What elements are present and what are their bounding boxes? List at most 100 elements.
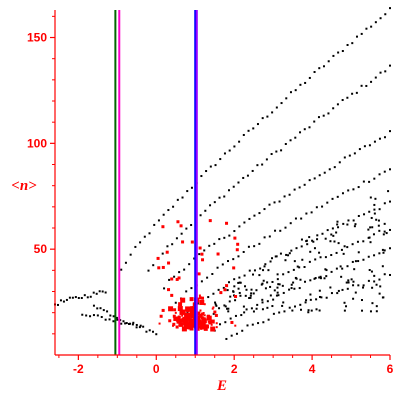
data-point — [221, 263, 224, 266]
data-point — [336, 103, 339, 106]
data-point — [106, 310, 109, 313]
data-point — [343, 245, 346, 248]
data-point — [326, 201, 329, 204]
data-point — [190, 287, 193, 290]
data-point — [337, 242, 340, 245]
data-point — [367, 279, 370, 282]
data-point — [347, 281, 350, 284]
data-point — [185, 227, 188, 230]
data-point — [347, 279, 350, 282]
data-point — [237, 281, 240, 284]
data-point — [324, 268, 327, 271]
data-point — [217, 288, 220, 291]
data-point — [181, 309, 186, 314]
data-point — [184, 325, 189, 330]
data-point — [77, 297, 80, 300]
data-point — [214, 313, 218, 317]
data-point — [263, 236, 266, 239]
data-point — [338, 161, 341, 164]
data-point — [269, 285, 272, 288]
data-point — [354, 223, 357, 226]
data-point — [374, 197, 377, 200]
data-point — [190, 186, 193, 189]
data-point — [383, 170, 386, 173]
data-point — [373, 177, 376, 180]
data-point — [300, 245, 303, 248]
data-point — [171, 243, 174, 246]
data-point — [360, 84, 363, 87]
data-point — [188, 321, 194, 327]
data-point — [168, 278, 171, 281]
data-point — [318, 295, 321, 298]
data-point — [368, 236, 371, 239]
data-point — [214, 164, 217, 167]
data-point — [248, 269, 251, 272]
data-point — [352, 284, 355, 287]
data-point — [234, 295, 238, 299]
data-point — [287, 271, 290, 274]
data-point — [382, 251, 385, 254]
data-point — [175, 319, 178, 322]
data-point — [187, 325, 192, 330]
data-point — [223, 152, 226, 155]
data-point — [378, 173, 381, 176]
data-point — [201, 312, 205, 316]
data-point — [134, 245, 137, 248]
data-point — [248, 217, 251, 220]
data-point — [148, 329, 151, 332]
data-point — [361, 309, 364, 312]
data-point — [325, 275, 328, 278]
data-point — [189, 317, 192, 320]
data-point — [379, 17, 382, 20]
data-point — [308, 126, 311, 129]
data-point — [172, 322, 176, 326]
data-point — [223, 195, 226, 198]
data-point — [186, 322, 189, 325]
data-point — [373, 274, 376, 277]
data-point — [148, 232, 151, 235]
data-point — [198, 294, 201, 297]
data-point — [278, 283, 281, 286]
data-point — [178, 302, 183, 307]
data-point — [346, 265, 349, 268]
data-point — [303, 183, 306, 186]
data-point — [284, 259, 287, 262]
data-point — [248, 297, 251, 300]
data-point — [292, 281, 295, 284]
data-point — [279, 229, 282, 232]
data-point — [102, 309, 105, 312]
data-point — [112, 315, 115, 318]
data-point — [249, 294, 252, 297]
data-point — [337, 226, 340, 229]
data-point — [340, 275, 343, 278]
data-point — [230, 320, 234, 324]
data-point — [275, 150, 278, 153]
data-point — [389, 247, 391, 250]
data-point — [129, 322, 132, 325]
data-point — [336, 292, 339, 295]
data-point — [225, 284, 229, 288]
data-point — [317, 116, 320, 119]
data-point — [185, 290, 188, 293]
data-point — [218, 307, 221, 310]
data-point — [187, 322, 191, 326]
data-point — [307, 311, 310, 314]
data-point — [227, 281, 230, 284]
data-point — [375, 218, 378, 221]
data-point — [258, 274, 261, 277]
data-point — [236, 242, 240, 246]
data-point — [378, 229, 381, 232]
data-point — [298, 186, 301, 189]
data-point — [266, 115, 269, 118]
data-point — [263, 208, 266, 211]
data-point — [378, 278, 381, 281]
data-point — [333, 240, 336, 243]
data-point — [371, 226, 374, 229]
data-point — [343, 156, 346, 159]
data-point — [275, 106, 278, 109]
data-point — [85, 314, 88, 317]
data-point — [262, 321, 265, 324]
data-point — [337, 51, 340, 54]
data-point — [269, 260, 272, 263]
data-point — [365, 27, 368, 30]
